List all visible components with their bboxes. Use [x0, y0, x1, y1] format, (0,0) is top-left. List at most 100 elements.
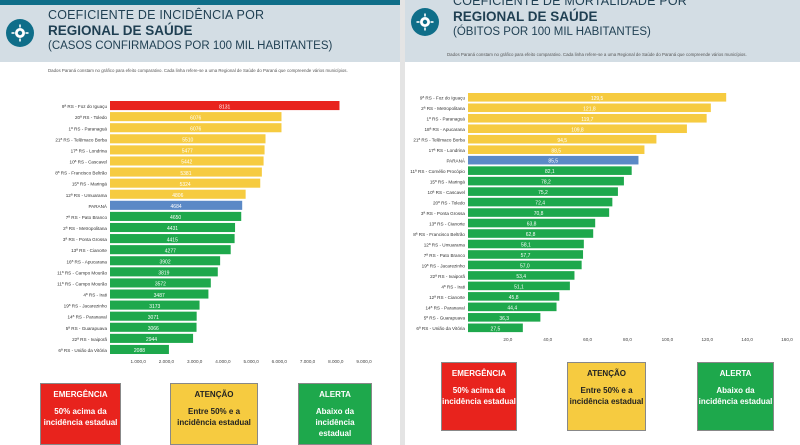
- incidence-panel: COEFICIENTE DE INCIDÊNCIA POR REGIONAL D…: [0, 0, 400, 445]
- bar: [468, 250, 584, 259]
- data-label: 4431: [167, 226, 178, 232]
- legend-attention-title: ATENÇÃO: [194, 390, 234, 399]
- category-label: 12ª RS - Umuarama: [66, 193, 108, 198]
- tick-label: 20,0: [503, 337, 512, 342]
- category-label: 8ª RS - Francisco Beltrão: [55, 171, 107, 176]
- category-label: 20ª RS - Toledo: [433, 200, 465, 205]
- data-label: 94,5: [557, 138, 567, 144]
- category-label: 15ª RS - Maringá: [430, 180, 466, 185]
- category-label: 13ª RS - Cianorte: [71, 248, 107, 253]
- bar: [110, 222, 236, 233]
- bar: [468, 166, 632, 175]
- data-label: 85,5: [548, 159, 558, 165]
- category-label: 6ª RS - União da Vitória: [58, 348, 107, 353]
- category-label: 3ª RS - Ponta Grossa: [63, 237, 108, 242]
- category-label: PARANÁ: [88, 203, 107, 209]
- category-label: 21ª RS - Telêmaco Borba: [55, 137, 107, 142]
- data-label: 3487: [154, 293, 165, 299]
- bar: [468, 302, 557, 312]
- data-label: 129,5: [591, 96, 604, 102]
- panel-divider: [400, 0, 405, 445]
- category-label: 1ª RS - Paranaguá: [69, 126, 108, 131]
- bar: [468, 260, 582, 270]
- data-label: 8131: [219, 104, 230, 110]
- tick-label: 4.000,0: [215, 359, 231, 364]
- bar: [110, 256, 221, 266]
- data-label: 57,0: [520, 264, 530, 270]
- bar: [468, 218, 596, 228]
- category-label: 19ª RS - Jacarezinho: [422, 263, 466, 268]
- bar: [468, 239, 584, 249]
- category-label: 18ª RS - Apucarana: [424, 127, 465, 132]
- bar: [468, 187, 618, 196]
- data-label: 5442: [181, 160, 192, 166]
- chart-title-line1: COEFICIENTE DE INCIDÊNCIA POR: [48, 8, 265, 22]
- virus-logo-icon: [6, 19, 34, 47]
- category-label: 15ª RS - Maringá: [72, 182, 108, 187]
- chart-note: Dados Paraná constam no gráfico para efe…: [447, 52, 747, 57]
- legend-attention-title: ATENÇÃO: [587, 369, 626, 378]
- tick-label: 80,0: [623, 337, 632, 342]
- bar: [468, 208, 610, 217]
- chart-subtitle: (CASOS CONFIRMADOS POR 100 MIL HABITANTE…: [48, 40, 333, 52]
- bar: [110, 333, 194, 343]
- bar: [468, 281, 570, 291]
- tick-label: 40,0: [543, 337, 552, 342]
- bar: [468, 323, 523, 333]
- category-label: 11ª RS - Campo Mourão: [57, 281, 107, 286]
- category-label: 14ª RS - Paranavaí: [426, 305, 466, 310]
- category-label: 4ª RS - Irati: [83, 293, 107, 298]
- tick-label: 140,0: [741, 337, 753, 342]
- bar: [110, 245, 231, 255]
- data-label: 88,5: [551, 148, 561, 154]
- bar: [110, 278, 211, 288]
- tick-label: 1.000,0: [131, 359, 147, 364]
- tick-label: 60,0: [583, 337, 592, 342]
- category-label: 1ª RS - Paranaguá: [427, 117, 466, 122]
- category-label: 13ª RS - Cianorte: [429, 221, 465, 226]
- data-label: 45,8: [509, 295, 519, 301]
- legend-alert-title: ALERTA: [719, 369, 752, 378]
- chart-title-line2: REGIONAL DE SAÚDE: [48, 23, 193, 38]
- data-label: 82,1: [545, 169, 555, 175]
- bar: [468, 93, 727, 102]
- category-label: 7ª RS - Pato Branco: [66, 215, 108, 220]
- category-label: 21ª RS - Telêmaco Borba: [413, 138, 465, 143]
- category-label: 10ª RS - Cascavel: [70, 160, 107, 165]
- bar: [110, 300, 200, 310]
- data-label: 3572: [155, 282, 166, 288]
- bar: [110, 267, 218, 277]
- bar: [110, 167, 262, 177]
- data-label: 5381: [180, 171, 191, 177]
- bar: [468, 134, 657, 144]
- legend-emergency-desc: 50% acima da incidência estadual: [43, 407, 118, 427]
- category-label: 19ª RS - Jacarezinho: [64, 304, 108, 309]
- panel-header: COEFICIENTE DE INCIDÊNCIA POR REGIONAL D…: [0, 5, 400, 62]
- data-label: 6076: [190, 126, 201, 132]
- category-label: 17ª RS - Londrina: [71, 148, 108, 153]
- data-label: 58,1: [521, 243, 531, 249]
- category-label: 22ª RS - Ivaiporã: [72, 337, 107, 342]
- data-label: 4650: [170, 215, 181, 221]
- category-label: 11ª RS - Cornélio Procópio: [410, 169, 465, 174]
- tick-label: 7.000,0: [300, 359, 316, 364]
- category-label: 9ª RS - Foz do Iguaçu: [420, 96, 466, 101]
- data-label: 57,7: [521, 253, 531, 259]
- category-label: 3ª RS - Ponta Grossa: [421, 211, 466, 216]
- legend-alert-desc: Abaixo da incidência estadual: [315, 407, 355, 438]
- legend-attention-desc: Entre 50% e a incidência estadual: [569, 386, 644, 406]
- bar: [468, 229, 594, 238]
- legend-alert-desc: Abaixo da incidência estadual: [698, 386, 773, 406]
- data-label: 62,8: [526, 232, 536, 238]
- bar: [110, 156, 264, 166]
- tick-label: 8.000,0: [328, 359, 344, 364]
- category-label: 2ª RS - Metropolitana: [63, 226, 107, 231]
- data-label: 72,4: [535, 201, 545, 207]
- tick-label: 5.000,0: [243, 359, 259, 364]
- data-label: 44,4: [507, 305, 517, 311]
- bar: [468, 271, 575, 280]
- chart-title-line1: COEFICIENTE DE MORTALIDADE POR: [453, 0, 688, 8]
- bar: [468, 113, 707, 123]
- data-label: 109,8: [571, 127, 584, 133]
- legend-box-attention: ATENÇÃO Entre 50% e a incidência estadua…: [567, 362, 646, 431]
